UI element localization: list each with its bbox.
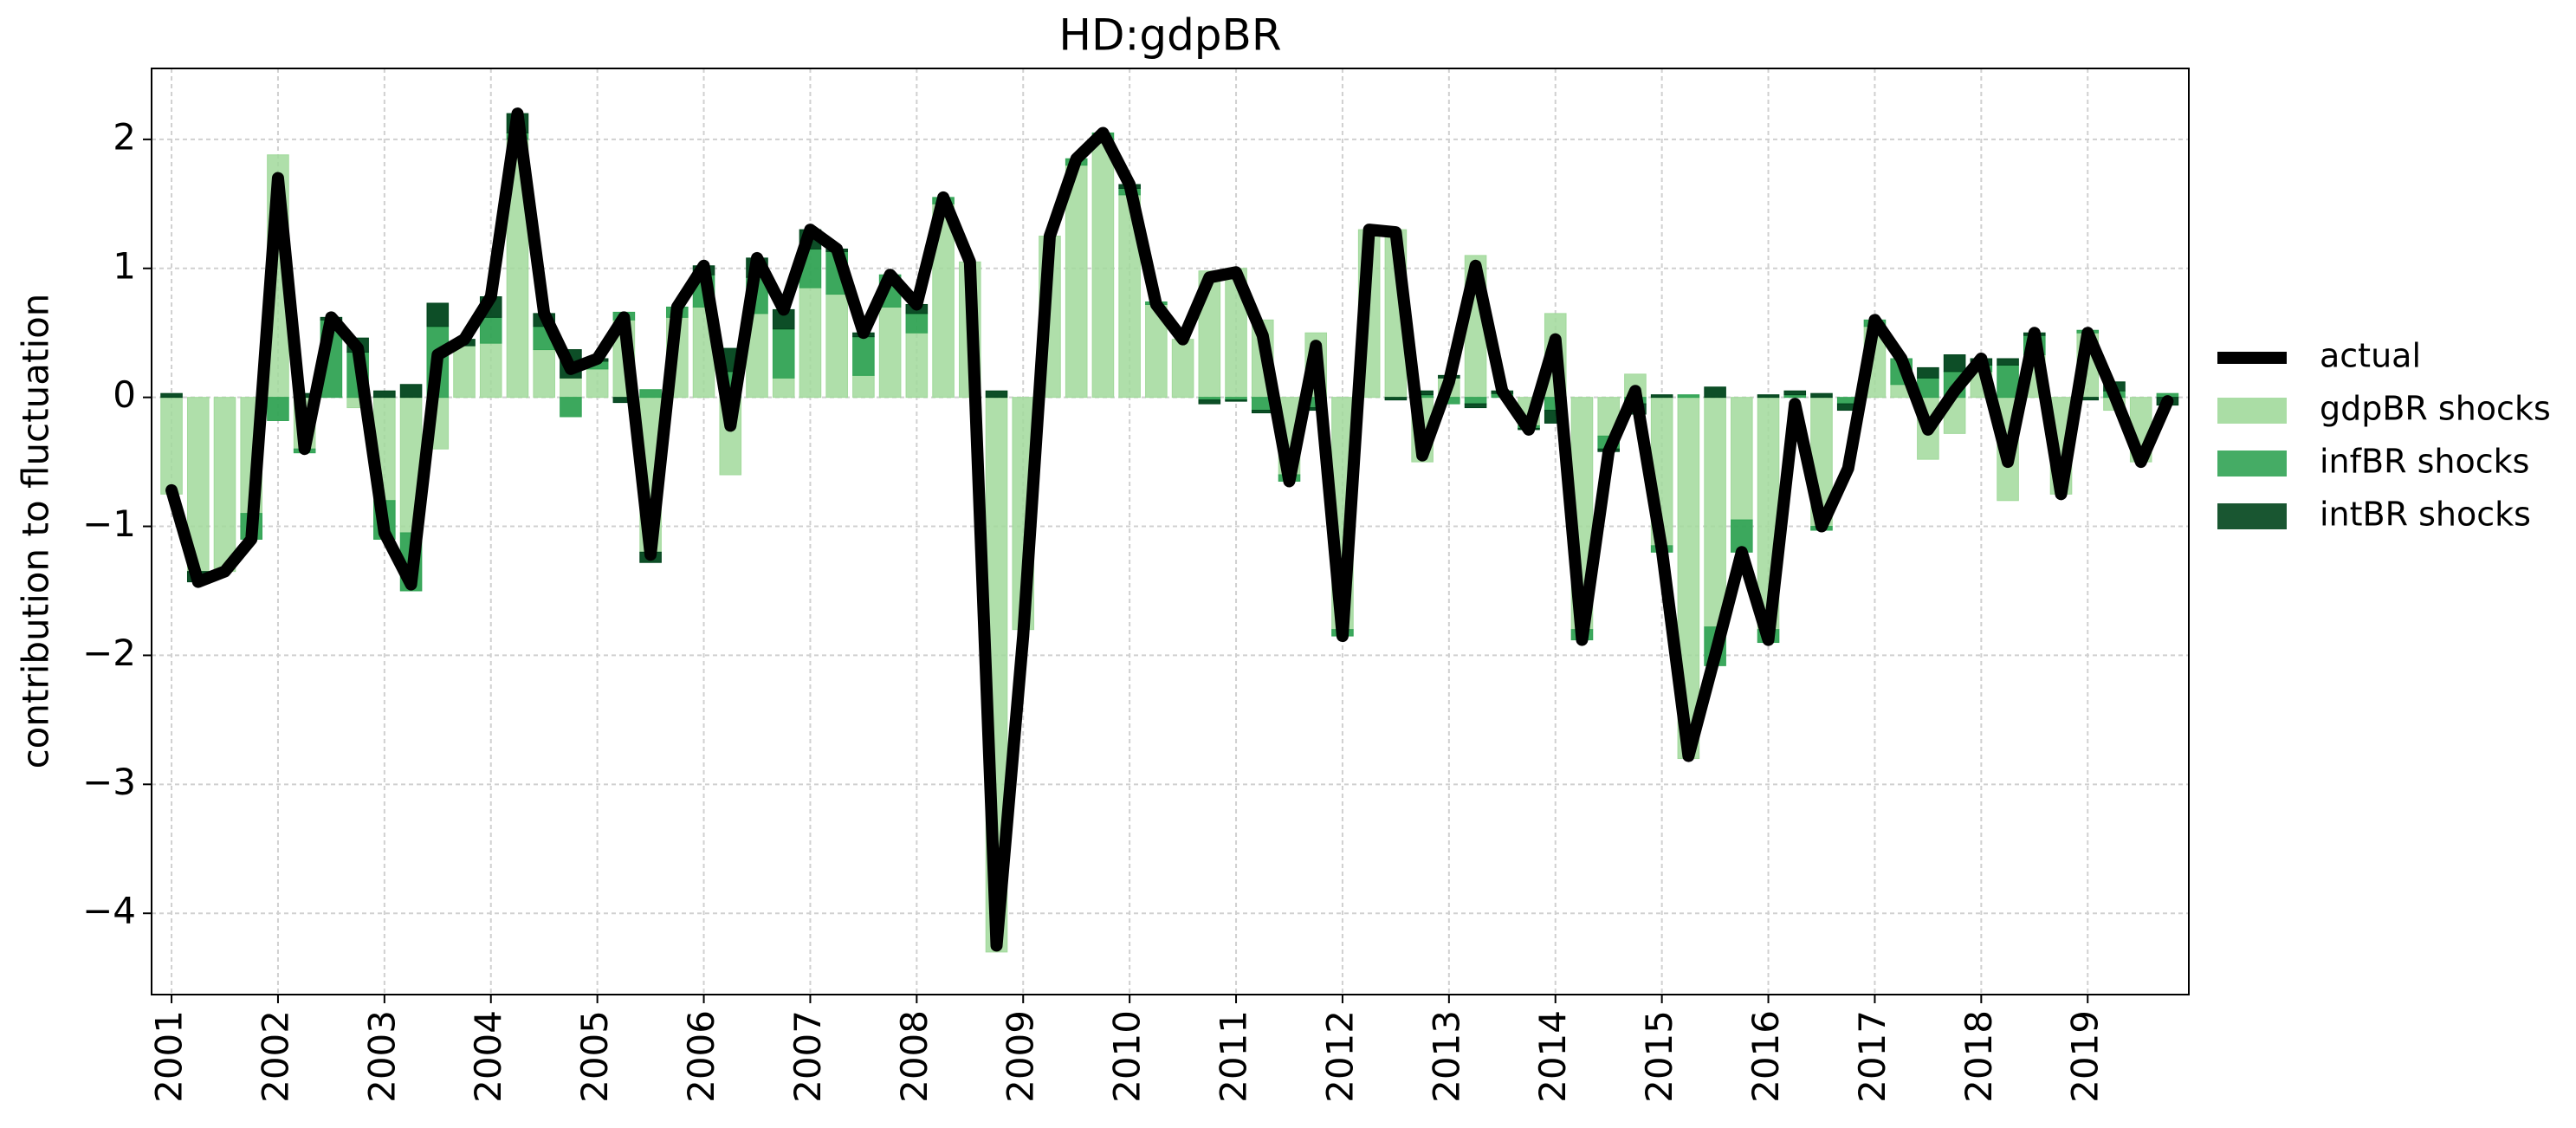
bar <box>1943 354 1966 373</box>
bar <box>267 397 289 421</box>
bar <box>905 332 929 399</box>
plot-frame <box>151 68 2190 995</box>
bar <box>160 392 183 399</box>
bar <box>426 302 450 327</box>
x-tick-label: 2008 <box>893 1010 935 1103</box>
bar <box>1464 397 1487 405</box>
bar <box>1464 403 1487 409</box>
bar <box>825 294 848 399</box>
bar <box>1677 394 1700 399</box>
bar <box>213 397 236 573</box>
bar <box>985 390 1008 399</box>
bar <box>479 316 502 344</box>
chart-title: HD:gdpBR <box>1058 10 1281 61</box>
legend-swatch <box>2217 503 2287 529</box>
bar <box>560 377 582 399</box>
legend-label: infBR shocks <box>2320 443 2529 481</box>
bar <box>878 306 902 399</box>
bar <box>1704 386 1726 399</box>
x-tick-label: 2013 <box>1425 1010 1467 1103</box>
bar <box>373 390 396 399</box>
x-tick-label: 2015 <box>1638 1010 1680 1103</box>
x-tick-label: 2017 <box>1851 1010 1893 1103</box>
legend-label: intBR shocks <box>2320 496 2531 534</box>
bar <box>1198 399 1221 405</box>
bar <box>1704 397 1726 628</box>
y-tick-label: −2 <box>82 632 136 674</box>
bar <box>1810 392 1833 399</box>
x-tick-label: 2018 <box>1958 1010 2000 1103</box>
bar <box>1225 399 1247 402</box>
bar <box>453 345 476 399</box>
bar <box>160 397 183 495</box>
x-tick-label: 2002 <box>254 1010 296 1103</box>
bar <box>799 287 822 399</box>
y-tick-label: −3 <box>82 761 136 803</box>
x-tick-label: 2006 <box>680 1010 722 1103</box>
x-tick-label: 2019 <box>2064 1010 2107 1103</box>
x-tick-label: 2011 <box>1213 1010 1255 1103</box>
legend-swatch <box>2217 451 2287 476</box>
bar <box>852 336 875 376</box>
x-tick-label: 2009 <box>1000 1010 1042 1103</box>
bar <box>586 368 609 399</box>
x-tick-label: 2014 <box>1531 1010 1574 1103</box>
x-tick-label: 2016 <box>1744 1010 1787 1103</box>
bar <box>1384 397 1408 401</box>
bar <box>639 389 662 399</box>
bar <box>1783 390 1807 396</box>
bar <box>479 342 502 399</box>
bar <box>1731 397 1753 521</box>
bar <box>1997 358 2019 366</box>
bar <box>1997 364 2019 399</box>
y-tick-label: −1 <box>82 502 136 545</box>
x-tick-label: 2001 <box>148 1010 191 1103</box>
legend-label: actual <box>2320 337 2421 375</box>
x-tick-label: 2004 <box>467 1010 509 1103</box>
bar <box>1065 165 1088 399</box>
x-tick-label: 2005 <box>573 1010 616 1103</box>
bar <box>1091 139 1115 399</box>
x-tick-label: 2003 <box>360 1010 403 1103</box>
x-tick-label: 2012 <box>1318 1010 1361 1103</box>
bar <box>1251 410 1274 414</box>
bar <box>1917 366 1939 379</box>
y-tick-label: 0 <box>113 373 136 416</box>
bar <box>1650 394 1673 399</box>
bar <box>399 384 423 399</box>
legend-label: gdpBR shocks <box>2320 390 2551 428</box>
y-tick-label: −4 <box>82 890 136 932</box>
bar <box>772 377 795 399</box>
bar <box>852 374 875 399</box>
x-tick-label: 2007 <box>786 1010 829 1103</box>
bar <box>905 313 929 334</box>
bar <box>533 349 555 399</box>
y-tick-label: 1 <box>113 244 136 287</box>
legend-swatch <box>2217 398 2287 424</box>
bar <box>1171 339 1194 399</box>
bar <box>560 397 582 418</box>
y-axis-label: contribution to fluctuation <box>15 294 57 769</box>
y-tick-label: 2 <box>113 115 136 158</box>
line <box>165 107 2174 952</box>
bar <box>1757 394 1780 399</box>
x-tick-label: 2010 <box>1106 1010 1149 1103</box>
bar <box>772 328 795 379</box>
